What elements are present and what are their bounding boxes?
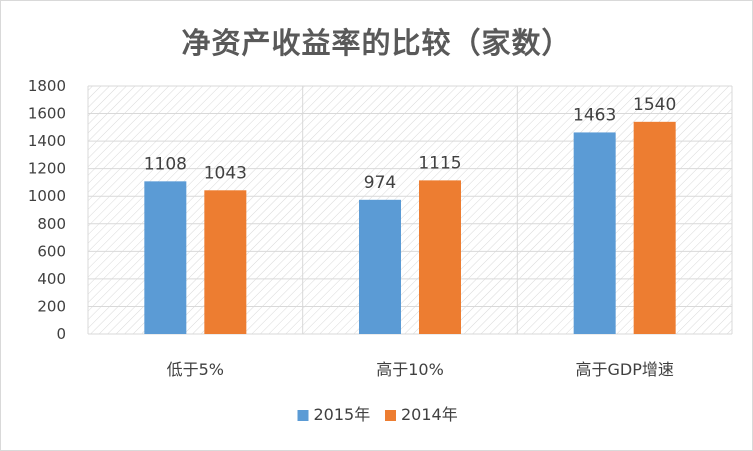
y-tick-label: 200 [37,297,66,315]
bar [419,180,461,334]
y-axis: 0 200 400 600 800 1000 1200 1400 1600 1800 [28,77,66,343]
data-label: 1540 [633,95,676,115]
bars [144,121,676,334]
chart-title: 净资产收益率的比较（家数） [181,26,572,60]
data-label: 1043 [204,163,247,183]
bar [359,199,401,334]
bar [144,181,187,334]
plot-area [88,86,732,334]
y-tick-label: 1400 [28,132,66,150]
y-tick-label: 1000 [28,187,66,205]
x-tick-label: 高于GDP增速 [575,360,673,379]
data-label: 974 [364,173,396,193]
legend-label: 2014年 [401,405,458,424]
y-tick-label: 1200 [28,160,66,178]
legend-swatch [297,410,309,421]
y-tick-label: 800 [37,215,66,233]
bar [204,190,247,334]
y-tick-label: 600 [37,242,66,260]
legend-swatch [385,410,396,421]
bar [573,132,616,334]
x-axis: 低于5% 高于10% 高于GDP增速 [167,360,674,379]
x-tick-label: 低于5% [167,360,224,379]
legend: 2015年 2014年 [297,405,458,424]
data-label: 1108 [144,154,187,174]
data-label: 1463 [573,105,616,125]
y-tick-label: 1800 [28,77,66,95]
plot-background [88,86,732,334]
legend-label: 2015年 [314,405,371,424]
y-tick-label: 400 [37,270,66,288]
x-tick-label: 高于10% [376,360,444,379]
data-label: 1115 [418,153,461,173]
y-tick-label: 1600 [28,105,66,123]
bar [633,121,676,334]
y-tick-label: 0 [56,325,66,343]
grid-lines [87,85,733,335]
data-labels: 1108 1043 974 1115 1463 1540 [144,95,677,193]
